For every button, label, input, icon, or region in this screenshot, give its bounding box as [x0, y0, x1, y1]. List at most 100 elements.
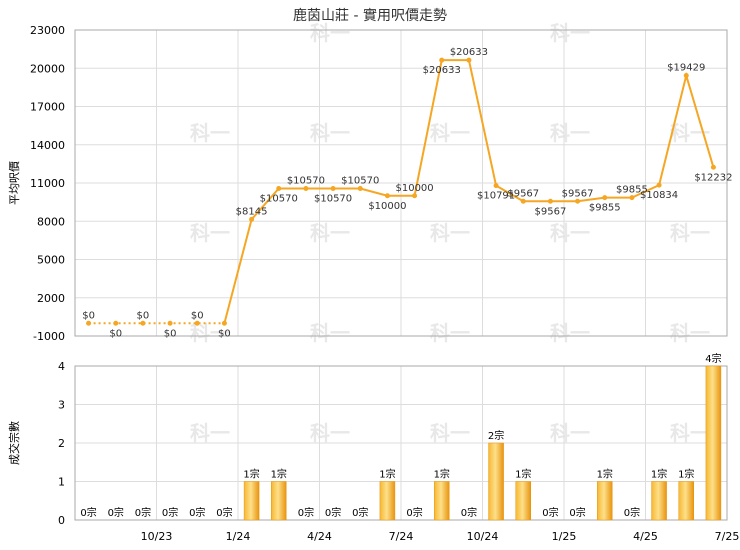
data-point: [86, 320, 92, 326]
watermark-text: 科一: [550, 21, 590, 45]
data-label: $10570: [260, 193, 298, 204]
data-point: [575, 198, 581, 204]
watermark-text: 科一: [310, 121, 350, 145]
data-point: [384, 193, 390, 199]
data-point: [221, 320, 227, 326]
data-label: $10570: [314, 193, 352, 204]
data-label: $0: [82, 310, 95, 321]
data-label: $10000: [395, 183, 433, 194]
bar-label: 1宗: [243, 468, 259, 481]
x-tick-label: 1/24: [226, 530, 251, 543]
watermark-text: 科一: [310, 321, 350, 345]
bar-label: 0宗: [461, 506, 477, 519]
data-point: [602, 195, 608, 201]
data-label: $10570: [341, 175, 379, 186]
watermark-text: 科一: [310, 421, 350, 445]
data-point: [194, 320, 200, 326]
data-point: [140, 320, 146, 326]
bar-label: 0宗: [624, 506, 640, 519]
data-point: [683, 73, 689, 79]
y-tick-label: 1: [58, 476, 65, 489]
bar-label: 1宗: [434, 468, 450, 481]
data-point: [412, 193, 418, 199]
bar-label: 0宗: [108, 506, 124, 519]
volume-bar: [597, 481, 613, 521]
bar-label: 4宗: [705, 352, 721, 365]
bar-label: 0宗: [406, 506, 422, 519]
data-label: $9567: [507, 188, 539, 199]
watermark-text: 科一: [310, 21, 350, 45]
bar-label: 0宗: [569, 506, 585, 519]
bar-label: 1宗: [651, 468, 667, 481]
data-label: $0: [191, 310, 204, 321]
y-tick-label: 5000: [37, 254, 65, 267]
bar-label: 1宗: [678, 468, 694, 481]
data-point: [249, 216, 255, 222]
y-tick-label: 0: [58, 514, 65, 527]
volume-bar: [678, 481, 694, 521]
y-tick-label: 20000: [30, 62, 65, 75]
data-label: $20633: [423, 65, 461, 76]
bar-label: 1宗: [271, 468, 287, 481]
data-label: $0: [218, 328, 231, 339]
bar-label: 0宗: [135, 506, 151, 519]
watermark-text: 科一: [430, 321, 470, 345]
volume-bar: [434, 481, 450, 521]
volume-bar: [651, 481, 667, 521]
watermark-text: 科一: [190, 421, 230, 445]
y-tick-label: -1000: [33, 330, 65, 343]
data-label: $10000: [368, 201, 406, 212]
data-point: [710, 164, 716, 170]
data-label: $9567: [562, 188, 594, 199]
x-tick-label: 4/25: [633, 530, 658, 543]
watermark-text: 科一: [670, 221, 710, 245]
volume-bar: [488, 442, 504, 521]
data-label: $8145: [236, 206, 268, 217]
y-axis-label: 平均呎價: [7, 161, 21, 205]
y-tick-label: 14000: [30, 139, 65, 152]
data-point: [330, 185, 336, 191]
data-point: [656, 182, 662, 188]
x-tick-label: 1/25: [552, 530, 577, 543]
data-label: $0: [109, 328, 122, 339]
data-label: $9855: [589, 203, 621, 214]
data-point: [276, 185, 282, 191]
y-tick-label: 2: [58, 437, 65, 450]
watermark-text: 科一: [430, 121, 470, 145]
volume-bar: [379, 481, 396, 521]
y-tick-label: 3: [58, 399, 65, 412]
watermark-text: 科一: [190, 121, 230, 145]
data-label: $10834: [640, 190, 678, 201]
data-point: [303, 185, 309, 191]
watermark-text: 科一: [550, 121, 590, 145]
x-tick-label: 10/23: [141, 530, 173, 543]
data-point: [629, 195, 635, 201]
data-point: [357, 185, 363, 191]
watermark-text: 科一: [550, 321, 590, 345]
bar-label: 0宗: [80, 506, 96, 519]
x-tick-label: 7/24: [389, 530, 414, 543]
watermark-text: 科一: [430, 421, 470, 445]
plot-frame: [74, 365, 728, 521]
bar-label: 0宗: [189, 506, 205, 519]
data-label: $10570: [287, 175, 325, 186]
y-tick-label: 2000: [37, 292, 65, 305]
data-point: [493, 183, 499, 189]
volume-bar-panel: 0 1 2 3 4 成交宗數 0宗 0宗 0宗 0宗 0宗 0宗 1宗 1宗 0宗 0宗 0宗 1宗 0宗 1宗 0宗 2…: [7, 352, 739, 543]
bar-label: 2宗: [488, 429, 504, 442]
watermark-text: 科一: [550, 421, 590, 445]
y-tick-label: 4: [58, 360, 65, 373]
x-tick-label: 7/25: [715, 530, 740, 543]
x-tick-label: 10/24: [467, 530, 499, 543]
watermark-text: 科一: [670, 321, 710, 345]
chart-title: 鹿茵山莊 - 實用呎價走勢: [293, 7, 447, 24]
watermark-text: 科一: [190, 221, 230, 245]
bar-label: 0宗: [216, 506, 232, 519]
data-point: [520, 198, 526, 204]
x-tick-label: 4/24: [307, 530, 332, 543]
volume-bar: [271, 481, 287, 521]
bar-label: 1宗: [515, 468, 531, 481]
bar-label: 0宗: [325, 506, 341, 519]
data-label: $19429: [667, 63, 705, 74]
